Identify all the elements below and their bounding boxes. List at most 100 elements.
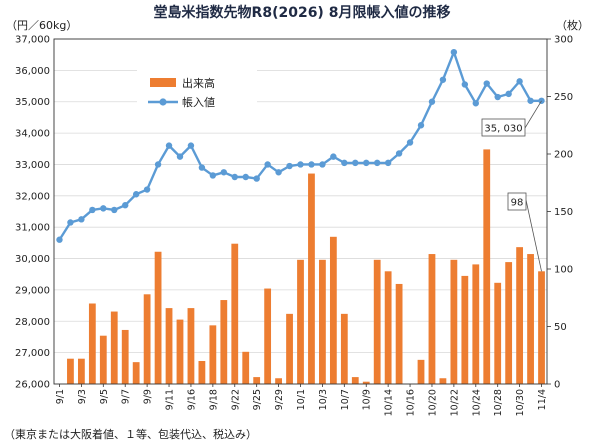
left-tick-label: 35,000 <box>15 97 50 108</box>
x-tick-label: 10/20 <box>427 389 438 416</box>
settlement-point <box>275 169 282 176</box>
volume-bar <box>297 259 304 384</box>
volume-bar <box>242 351 250 384</box>
volume-bar <box>154 251 162 384</box>
right-tick-label: 50 <box>554 322 567 333</box>
volume-bar <box>483 149 491 384</box>
settlement-point <box>395 150 403 157</box>
volume-bar <box>527 254 534 384</box>
volume-bar <box>362 381 370 384</box>
volume-bar <box>340 313 348 384</box>
settlement-point <box>341 159 348 167</box>
volume-bar <box>121 329 129 384</box>
volume-bar <box>165 308 173 384</box>
volume-bar <box>143 294 151 384</box>
settlement-point <box>406 139 414 146</box>
chart-title: 堂島米指数先物R8(2026) 8月限帳入値の推移 <box>154 4 451 21</box>
bar-series-volume <box>67 149 545 384</box>
volume-bar <box>373 259 381 384</box>
x-tick-label: 9/16 <box>186 389 197 410</box>
settlement-point <box>516 78 523 85</box>
volume-bar <box>461 275 469 384</box>
callout-bar-last-label: 98 <box>511 198 524 209</box>
left-axis-unit: （円／60kg） <box>6 19 77 32</box>
callout-bar-last: 98 <box>507 192 542 272</box>
volume-bar <box>450 259 458 384</box>
settlement-point <box>89 206 96 214</box>
left-tick-label: 37,000 <box>15 35 50 46</box>
x-tick-label: 10/28 <box>493 389 504 416</box>
left-tick-label: 29,000 <box>15 285 50 296</box>
settlement-point <box>209 172 217 179</box>
left-tick-label: 28,000 <box>15 317 50 328</box>
settlement-point <box>319 161 326 168</box>
left-tick-label: 27,000 <box>15 348 50 359</box>
x-tick-label: 9/9 <box>143 389 154 404</box>
settlement-point <box>472 100 479 107</box>
settlement-point <box>56 236 63 243</box>
x-tick-label: 9/7 <box>121 389 132 404</box>
right-tick-label: 200 <box>554 150 573 161</box>
volume-bar <box>439 378 447 384</box>
settlement-point <box>122 202 129 209</box>
settlement-point <box>330 153 337 160</box>
settlement-point <box>143 186 151 193</box>
right-tick-label: 300 <box>554 35 573 46</box>
volume-bar <box>286 313 293 384</box>
x-tick-label: 11/4 <box>537 389 548 410</box>
legend-swatch-volume <box>150 78 176 87</box>
legend: 出来高 帳入値 <box>137 70 257 115</box>
volume-bar <box>99 335 107 384</box>
legend-label-volume: 出来高 <box>182 76 215 90</box>
x-tick-label: 9/1 <box>55 389 66 404</box>
left-tick-label: 34,000 <box>15 129 50 140</box>
right-tick-label: 0 <box>554 380 560 391</box>
volume-bar <box>231 243 239 384</box>
volume-bar <box>494 282 502 384</box>
x-tick-label: 10/7 <box>340 389 351 410</box>
volume-bar <box>110 311 118 384</box>
volume-bar <box>67 358 74 384</box>
settlement-point <box>231 173 238 181</box>
settlement-point <box>286 162 293 170</box>
x-tick-label: 9/29 <box>274 389 285 410</box>
legend-marker-settlement <box>159 98 167 106</box>
volume-bar <box>132 362 140 384</box>
x-tick-label: 9/18 <box>208 389 219 410</box>
settlement-point <box>220 169 228 176</box>
x-tick-label: 10/24 <box>471 389 482 416</box>
left-axis-ticks: 26,000 27,000 28,000 29,000 30,000 31,000 32,0… <box>15 35 50 391</box>
volume-bar <box>176 319 184 384</box>
chart-note: （東京または大阪着値、１等、包装代込、税込み） <box>4 427 257 441</box>
settlement-point <box>461 81 469 88</box>
settlement-point <box>176 153 184 160</box>
right-axis-ticks: 0 50 100 150 200 250 300 <box>547 35 573 391</box>
settlement-point <box>428 98 436 105</box>
settlement-line <box>58 50 542 241</box>
settlement-point <box>505 90 512 98</box>
settlement-point <box>494 93 501 101</box>
settlement-point <box>253 175 260 182</box>
settlement-point <box>154 161 162 168</box>
volume-bar <box>275 378 282 384</box>
settlement-point <box>264 161 271 168</box>
settlement-point <box>308 161 315 168</box>
volume-bar <box>384 271 392 384</box>
x-tick-label: 9/25 <box>252 389 263 410</box>
callout-line-last: 35, 030 <box>481 100 542 137</box>
volume-bar <box>472 264 480 384</box>
x-axis-ticks: 9/1 9/3 9/5 9/7 9/9 9/11 9/16 9/18 9/22 9/25 9/29 1… <box>55 384 548 416</box>
settlement-point <box>439 76 447 83</box>
x-tick-label: 10/14 <box>384 389 395 416</box>
settlement-point <box>297 161 304 168</box>
volume-bar <box>308 173 315 384</box>
volume-bar <box>253 377 261 384</box>
volume-bar <box>220 300 228 384</box>
x-tick-label: 10/22 <box>449 389 460 416</box>
line-series-settlement <box>56 48 545 243</box>
settlement-point <box>165 142 173 149</box>
settlement-point <box>417 122 425 129</box>
settlement-point <box>352 159 359 167</box>
volume-bar <box>198 361 206 384</box>
x-tick-label: 9/5 <box>99 389 110 404</box>
